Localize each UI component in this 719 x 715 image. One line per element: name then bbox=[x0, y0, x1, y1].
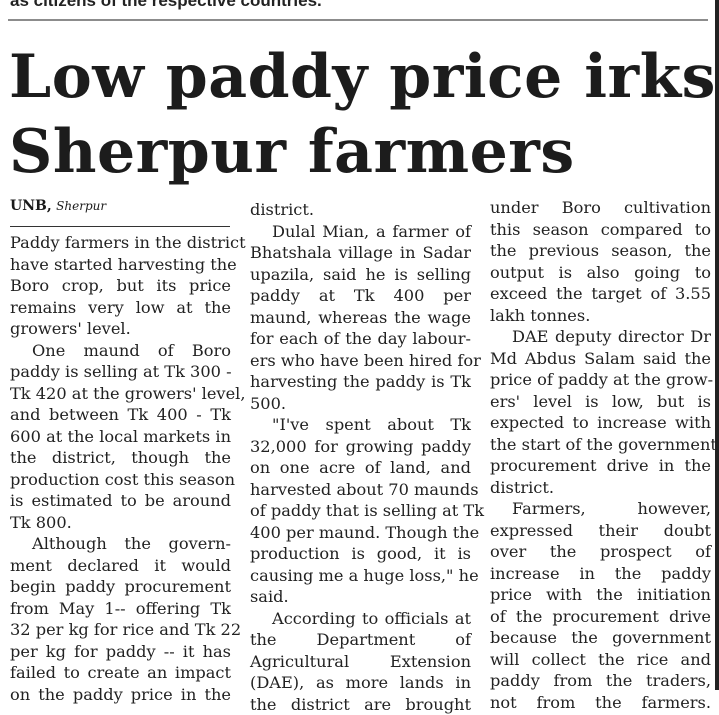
text-line: causing me a huge loss," he bbox=[250, 565, 471, 587]
text-line: district. bbox=[490, 477, 711, 499]
text-line: the previous season, the bbox=[490, 240, 711, 262]
text-line: for each of the day labour- bbox=[250, 328, 471, 350]
text-line: the district, though the bbox=[10, 447, 231, 469]
text-line: Tk 420 at the growers' level, bbox=[10, 383, 231, 405]
text-line: harvested about 70 maunds bbox=[250, 479, 471, 501]
text-line: output is also going to bbox=[490, 262, 711, 284]
article-headline: Low paddy price irks Sherpur farmers bbox=[9, 40, 716, 190]
text-line: lakh tonnes. bbox=[490, 305, 711, 327]
headline-line-1: Low paddy price irks bbox=[9, 40, 716, 115]
text-line: not from the farmers. bbox=[490, 692, 711, 714]
text-line: and between Tk 400 - Tk bbox=[10, 404, 231, 426]
text-line: ers' level is low, but is bbox=[490, 391, 711, 413]
previous-article-tail: as citizens of the respective countries. bbox=[10, 0, 322, 11]
text-line: the district are brought bbox=[250, 694, 471, 715]
section-divider bbox=[8, 19, 708, 21]
text-line: 400 per maund. Though the bbox=[250, 522, 471, 544]
text-line: 500. bbox=[250, 393, 471, 415]
text-line: production cost this season bbox=[10, 469, 231, 491]
text-line: Agricultural Extension bbox=[250, 651, 471, 673]
text-line: the start of the government's bbox=[490, 434, 711, 456]
text-line: Tk 800. bbox=[10, 512, 231, 534]
text-line: Bhatshala village in Sadar bbox=[250, 242, 471, 264]
text-line: price of paddy at the grow- bbox=[490, 369, 711, 391]
text-line: have started harvesting the bbox=[10, 254, 231, 276]
text-line: procurement drive in the bbox=[490, 455, 711, 477]
text-line: on one acre of land, and bbox=[250, 457, 471, 479]
text-line: ment declared it would bbox=[10, 555, 231, 577]
text-line: Boro crop, but its price bbox=[10, 275, 231, 297]
byline-agency: UNB, bbox=[10, 198, 52, 214]
text-line: because the government bbox=[490, 627, 711, 649]
text-line: failed to create an impact bbox=[10, 662, 231, 684]
text-line: of paddy that is selling at Tk bbox=[250, 500, 471, 522]
text-line: expressed their doubt bbox=[490, 520, 711, 542]
text-line: under Boro cultivation bbox=[490, 197, 711, 219]
byline: UNB, Sherpur bbox=[10, 198, 230, 214]
text-line: ers who have been hired for bbox=[250, 350, 471, 372]
byline-place: Sherpur bbox=[56, 199, 106, 213]
headline-line-2: Sherpur farmers bbox=[9, 115, 716, 190]
text-line: paddy is selling at Tk 300 - bbox=[10, 361, 231, 383]
text-line: the Department of bbox=[250, 629, 471, 651]
text-line: from May 1-- offering Tk bbox=[10, 598, 231, 620]
text-line: price with the initiation bbox=[490, 584, 711, 606]
text-line: upazila, said he is selling bbox=[250, 264, 471, 286]
text-line: "I've spent about Tk bbox=[250, 414, 471, 436]
text-line: said. bbox=[250, 586, 471, 608]
text-line: growers' level. bbox=[10, 318, 231, 340]
text-line: will collect the rice and bbox=[490, 649, 711, 671]
text-line: per kg for paddy -- it has bbox=[10, 641, 231, 663]
text-line: over the prospect of bbox=[490, 541, 711, 563]
text-line: maund, whereas the wage bbox=[250, 307, 471, 329]
text-line: remains very low at the bbox=[10, 297, 231, 319]
text-line: paddy at Tk 400 per bbox=[250, 285, 471, 307]
text-line: paddy from the traders, bbox=[490, 670, 711, 692]
text-line: begin paddy procurement bbox=[10, 576, 231, 598]
text-line: production is good, it is bbox=[250, 543, 471, 565]
text-line: Dulal Mian, a farmer of bbox=[250, 221, 471, 243]
byline-rule bbox=[10, 226, 230, 227]
text-line: on the paddy price in the bbox=[10, 684, 231, 706]
text-line: 32 per kg for rice and Tk 22 bbox=[10, 619, 231, 641]
text-line: 32,000 for growing paddy bbox=[250, 436, 471, 458]
text-line: harvesting the paddy is Tk bbox=[250, 371, 471, 393]
text-line: (DAE), as more lands in bbox=[250, 672, 471, 694]
text-line: Md Abdus Salam said the bbox=[490, 348, 711, 370]
text-line: One maund of Boro bbox=[10, 340, 231, 362]
text-line: DAE deputy director Dr bbox=[490, 326, 711, 348]
text-line: Farmers, however, bbox=[490, 498, 711, 520]
text-line: increase in the paddy bbox=[490, 563, 711, 585]
text-line: Paddy farmers in the district bbox=[10, 232, 231, 254]
text-line: According to officials at bbox=[250, 608, 471, 630]
text-line: this season compared to bbox=[490, 219, 711, 241]
text-line: of the procurement drive bbox=[490, 606, 711, 628]
text-line: Although the govern- bbox=[10, 533, 231, 555]
text-line: 600 at the local markets in bbox=[10, 426, 231, 448]
text-line: exceed the target of 3.55 bbox=[490, 283, 711, 305]
text-line: district. bbox=[250, 199, 471, 221]
text-line: expected to increase with bbox=[490, 412, 711, 434]
text-line: is estimated to be around bbox=[10, 490, 231, 512]
